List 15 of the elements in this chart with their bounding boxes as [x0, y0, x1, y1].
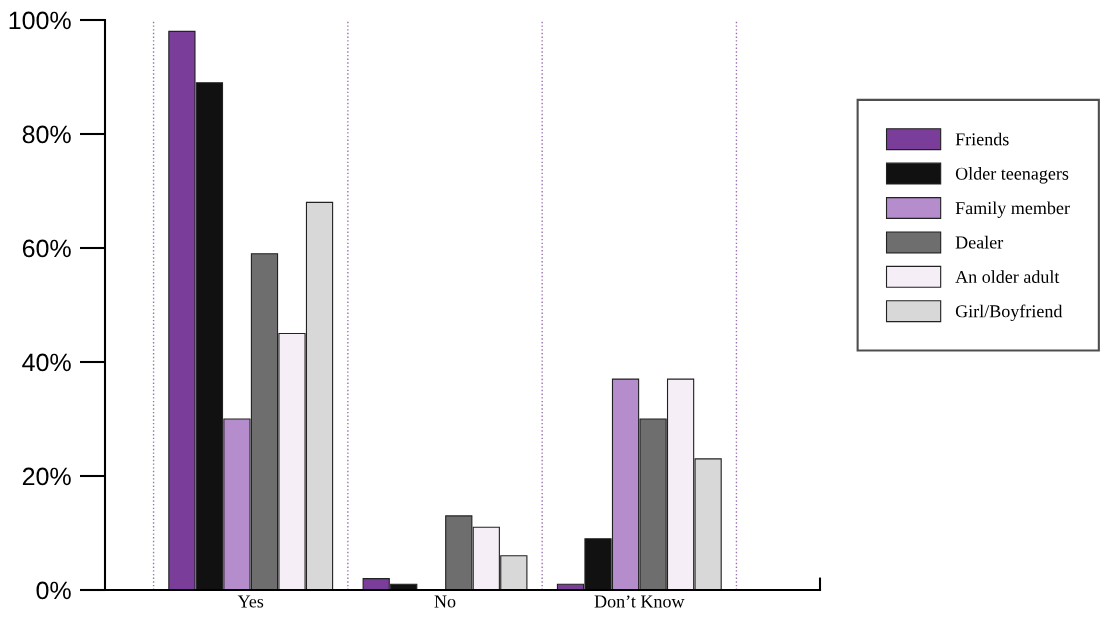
y-tick-label: 0%	[36, 581, 71, 600]
y-tick-label: 100%	[9, 11, 71, 30]
x-tick-label: Don’t Know	[594, 595, 685, 608]
legend-label: Family member	[955, 201, 1070, 218]
y-tick-label: 20%	[22, 467, 71, 486]
legend-label: Older teenagers	[955, 167, 1069, 184]
x-tick-label: Yes	[237, 595, 264, 608]
y-tick-label: 60%	[22, 239, 71, 258]
legend-label: An older adult	[955, 270, 1060, 283]
legend-label: Dealer	[955, 235, 1004, 249]
y-tick-label: 40%	[22, 353, 71, 372]
legend-label: Friends	[955, 132, 1009, 146]
legend-label: Girl/Boyfriend	[955, 304, 1063, 322]
y-tick-label: 80%	[22, 125, 71, 144]
x-tick-label: No	[434, 595, 456, 608]
